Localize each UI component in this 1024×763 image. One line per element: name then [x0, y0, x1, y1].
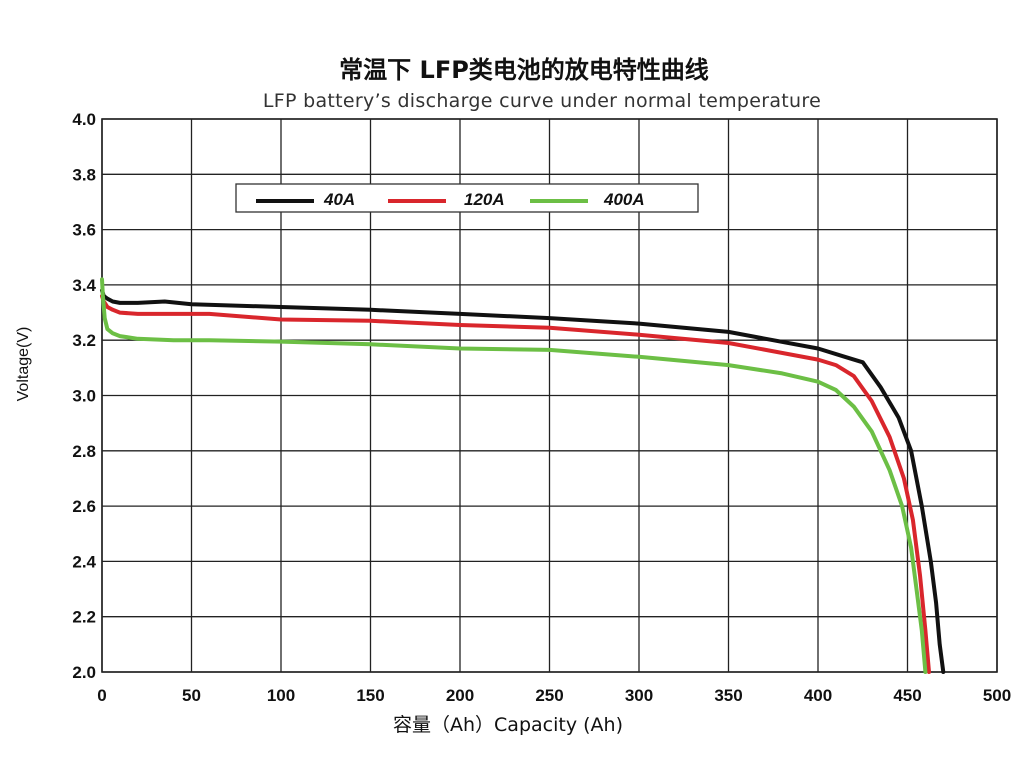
y-tick-label: 2.0 — [72, 663, 96, 682]
x-axis-label: 容量（Ah）Capacity (Ah) — [393, 714, 623, 736]
y-axis-label: Voltage(V) — [15, 327, 32, 402]
y-tick-label: 3.6 — [72, 221, 96, 240]
x-tick-label: 50 — [182, 686, 201, 705]
x-tick-label: 200 — [446, 686, 474, 705]
legend-box — [235, 183, 699, 213]
x-tick-label: 400 — [804, 686, 832, 705]
x-tick-label: 300 — [625, 686, 653, 705]
chart-title: 常温下 LFP类电池的放电特性曲线 — [339, 56, 709, 84]
legend: 40A 120A 400A — [235, 183, 699, 213]
x-tick-label: 350 — [714, 686, 742, 705]
x-tick-label: 100 — [267, 686, 295, 705]
y-tick-label: 2.4 — [72, 552, 96, 571]
legend-label-400a: 400A — [603, 190, 645, 209]
chart-subtitle: LFP battery’s discharge curve under norm… — [263, 90, 821, 112]
y-tick-label: 2.6 — [72, 497, 96, 516]
tick-labels: 0 50 100 150 200 250 300 350 400 450 500 2.0 2.2 2.4 2… — [72, 110, 1011, 705]
y-tick-label: 3.0 — [72, 387, 96, 406]
y-tick-label: 3.8 — [72, 165, 96, 184]
x-tick-label: 450 — [893, 686, 921, 705]
series-line-400a — [100, 277, 928, 674]
series-line-120a — [100, 294, 931, 674]
y-tick-label: 2.8 — [72, 442, 96, 461]
legend-label-40a: 40A — [323, 190, 355, 209]
x-tick-label: 150 — [356, 686, 384, 705]
y-tick-label: 3.2 — [72, 331, 96, 350]
series-lines — [100, 277, 946, 674]
y-tick-label: 3.4 — [72, 276, 96, 295]
x-tick-label: 0 — [97, 686, 106, 705]
legend-label-120a: 120A — [464, 190, 505, 209]
y-tick-label: 2.2 — [72, 608, 96, 627]
series-line-40a — [100, 288, 946, 674]
x-tick-label: 500 — [983, 686, 1011, 705]
y-tick-label: 4.0 — [72, 110, 96, 129]
x-tick-label: 250 — [535, 686, 563, 705]
plot-frame — [101, 118, 998, 673]
